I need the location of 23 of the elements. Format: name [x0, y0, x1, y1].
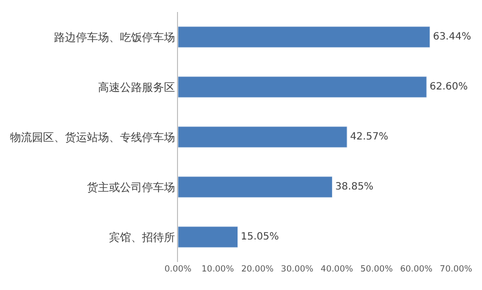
bar: [178, 26, 430, 48]
bar: [178, 76, 427, 98]
data-label: 38.85%: [335, 182, 374, 192]
bar: [178, 226, 238, 248]
y-tick-label: 物流园区、货运站场、专线停车场: [10, 130, 175, 144]
y-tick-label: 宾馆、招待所: [108, 230, 175, 244]
data-label: 62.60%: [430, 82, 468, 92]
data-label: 63.44%: [432, 32, 472, 42]
x-tick-label: 10.00%: [202, 264, 234, 274]
x-tick-label: 40.00%: [320, 264, 354, 274]
data-label: 42.57%: [350, 132, 388, 142]
bar: [178, 126, 348, 148]
data-label: 15.05%: [240, 232, 279, 242]
x-tick-label: 60.00%: [400, 264, 432, 274]
x-tick-label: 50.00%: [360, 264, 393, 274]
x-tick-label: 30.00%: [280, 264, 314, 274]
y-tick-label: 货主或公司停车场: [86, 180, 175, 194]
x-tick-label: 20.00%: [241, 264, 274, 274]
bar: [178, 176, 333, 198]
y-tick-label: 高速公路服务区: [98, 80, 175, 94]
x-tick-label: 70.00%: [440, 264, 472, 274]
y-tick-label: 路边停车场、吃饭停车场: [54, 30, 175, 44]
x-tick-label: 0.00%: [164, 264, 192, 274]
